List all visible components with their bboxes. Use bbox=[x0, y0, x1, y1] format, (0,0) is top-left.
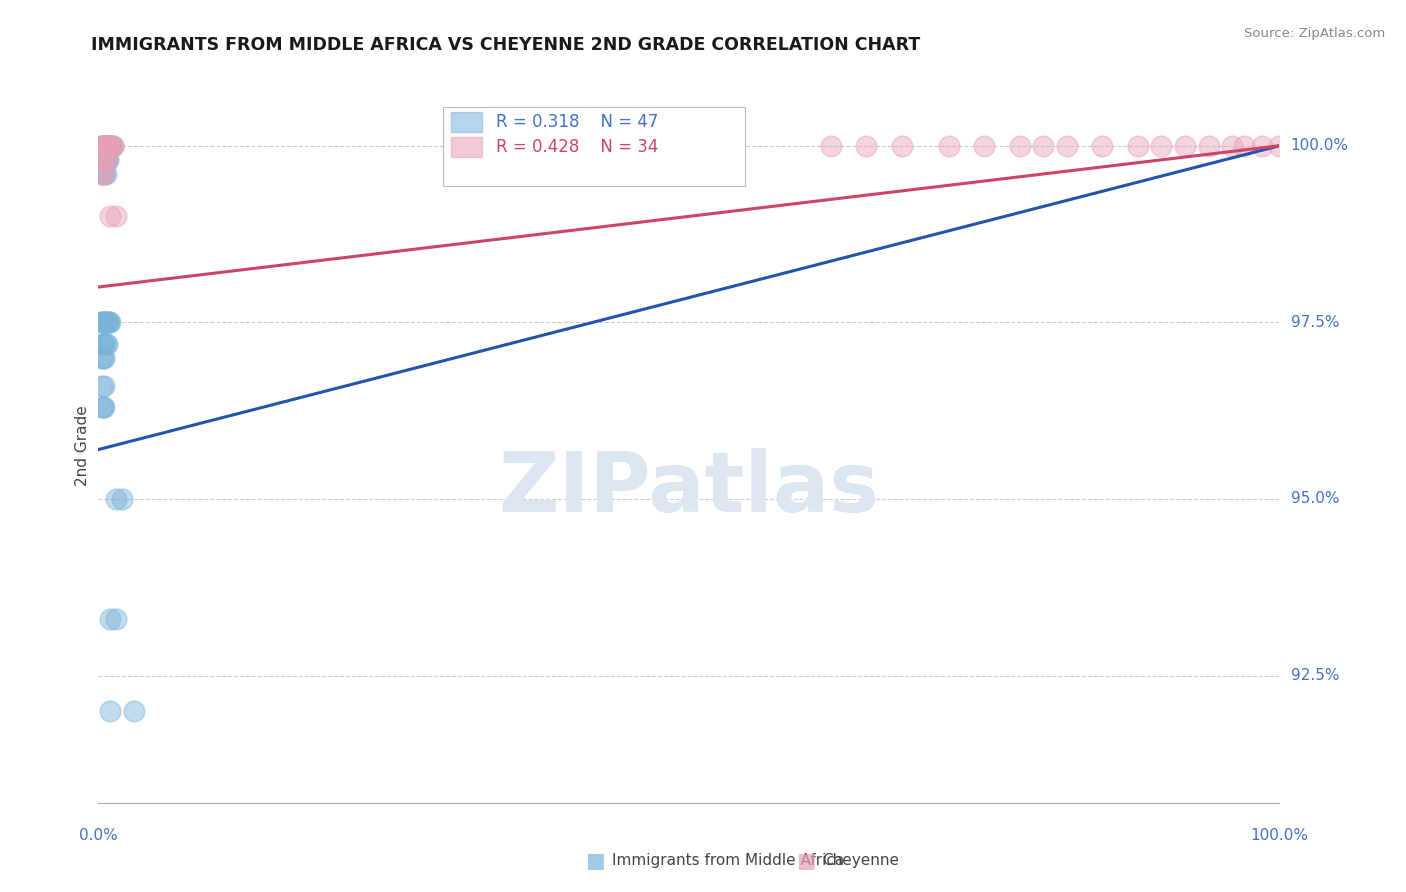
Point bbox=[98, 210, 121, 224]
Point bbox=[98, 704, 121, 718]
Text: IMMIGRANTS FROM MIDDLE AFRICA VS CHEYENNE 2ND GRADE CORRELATION CHART: IMMIGRANTS FROM MIDDLE AFRICA VS CHEYENN… bbox=[91, 36, 921, 54]
Text: 100.0%: 100.0% bbox=[1250, 828, 1309, 843]
Point bbox=[101, 138, 124, 153]
Text: 100.0%: 100.0% bbox=[1291, 138, 1348, 153]
Point bbox=[91, 336, 114, 351]
Text: 92.5%: 92.5% bbox=[1291, 668, 1339, 683]
Point bbox=[94, 153, 117, 167]
Point bbox=[94, 167, 117, 181]
Point bbox=[90, 315, 112, 329]
Point bbox=[96, 315, 118, 329]
Point bbox=[93, 400, 115, 414]
Point bbox=[1056, 138, 1078, 153]
Point bbox=[91, 138, 114, 153]
Point bbox=[91, 138, 114, 153]
Point bbox=[105, 491, 128, 506]
Point bbox=[105, 612, 128, 626]
Text: 0.0%: 0.0% bbox=[79, 828, 118, 843]
Text: R = 0.428    N = 34: R = 0.428 N = 34 bbox=[496, 138, 658, 156]
Point bbox=[101, 138, 124, 153]
Point bbox=[97, 138, 120, 153]
Point bbox=[1032, 138, 1054, 153]
Point bbox=[97, 153, 120, 167]
Point bbox=[91, 138, 114, 153]
Point bbox=[97, 138, 120, 153]
Point bbox=[91, 400, 114, 414]
Point bbox=[1126, 138, 1149, 153]
Point bbox=[122, 704, 145, 718]
Point bbox=[94, 315, 117, 329]
Text: 95.0%: 95.0% bbox=[1291, 491, 1339, 507]
Point bbox=[100, 138, 122, 153]
Point bbox=[94, 336, 117, 351]
Point bbox=[1150, 138, 1173, 153]
Point bbox=[98, 315, 121, 329]
Text: ■: ■ bbox=[796, 851, 815, 871]
Point bbox=[93, 315, 115, 329]
Point bbox=[91, 351, 114, 365]
Point bbox=[90, 138, 112, 153]
Point bbox=[855, 138, 877, 153]
Point bbox=[96, 153, 118, 167]
Point bbox=[91, 153, 114, 167]
Point bbox=[1008, 138, 1031, 153]
Point bbox=[93, 336, 115, 351]
Point bbox=[91, 336, 114, 351]
Point bbox=[93, 153, 115, 167]
Point bbox=[94, 138, 117, 153]
Text: R = 0.318    N = 47: R = 0.318 N = 47 bbox=[496, 113, 658, 131]
Point bbox=[96, 138, 118, 153]
Point bbox=[98, 138, 121, 153]
Point bbox=[1220, 138, 1243, 153]
Point bbox=[93, 167, 115, 181]
Point bbox=[820, 138, 842, 153]
Point bbox=[97, 315, 120, 329]
Point bbox=[98, 138, 121, 153]
Point bbox=[98, 315, 121, 329]
Point bbox=[1174, 138, 1197, 153]
Point bbox=[1198, 138, 1220, 153]
Point bbox=[96, 336, 118, 351]
Point bbox=[93, 167, 115, 181]
Y-axis label: 2nd Grade: 2nd Grade bbox=[75, 406, 90, 486]
Point bbox=[93, 351, 115, 365]
Point bbox=[1250, 138, 1272, 153]
Point bbox=[91, 315, 114, 329]
Point bbox=[93, 138, 115, 153]
Point bbox=[91, 315, 114, 329]
Point bbox=[98, 138, 121, 153]
Point bbox=[93, 153, 115, 167]
Point bbox=[105, 210, 128, 224]
Point bbox=[111, 491, 134, 506]
Text: Source: ZipAtlas.com: Source: ZipAtlas.com bbox=[1244, 27, 1385, 40]
Point bbox=[1268, 138, 1291, 153]
Point bbox=[91, 153, 114, 167]
Point bbox=[938, 138, 960, 153]
Point bbox=[96, 138, 118, 153]
Point bbox=[100, 138, 122, 153]
Point bbox=[93, 379, 115, 393]
Point bbox=[91, 167, 114, 181]
Point bbox=[91, 167, 114, 181]
Point bbox=[91, 351, 114, 365]
Point bbox=[1233, 138, 1256, 153]
Point bbox=[91, 138, 114, 153]
Point bbox=[890, 138, 912, 153]
Point bbox=[91, 400, 114, 414]
Point bbox=[94, 138, 117, 153]
Text: ■: ■ bbox=[585, 851, 605, 871]
Text: Immigrants from Middle Africa: Immigrants from Middle Africa bbox=[612, 854, 844, 868]
Point bbox=[98, 612, 121, 626]
Text: 97.5%: 97.5% bbox=[1291, 315, 1339, 330]
Text: Cheyenne: Cheyenne bbox=[823, 854, 900, 868]
Point bbox=[96, 153, 118, 167]
Point bbox=[91, 379, 114, 393]
Text: ZIPatlas: ZIPatlas bbox=[499, 449, 879, 529]
Point bbox=[973, 138, 995, 153]
Point bbox=[1091, 138, 1114, 153]
Point bbox=[98, 138, 121, 153]
Point bbox=[93, 138, 115, 153]
